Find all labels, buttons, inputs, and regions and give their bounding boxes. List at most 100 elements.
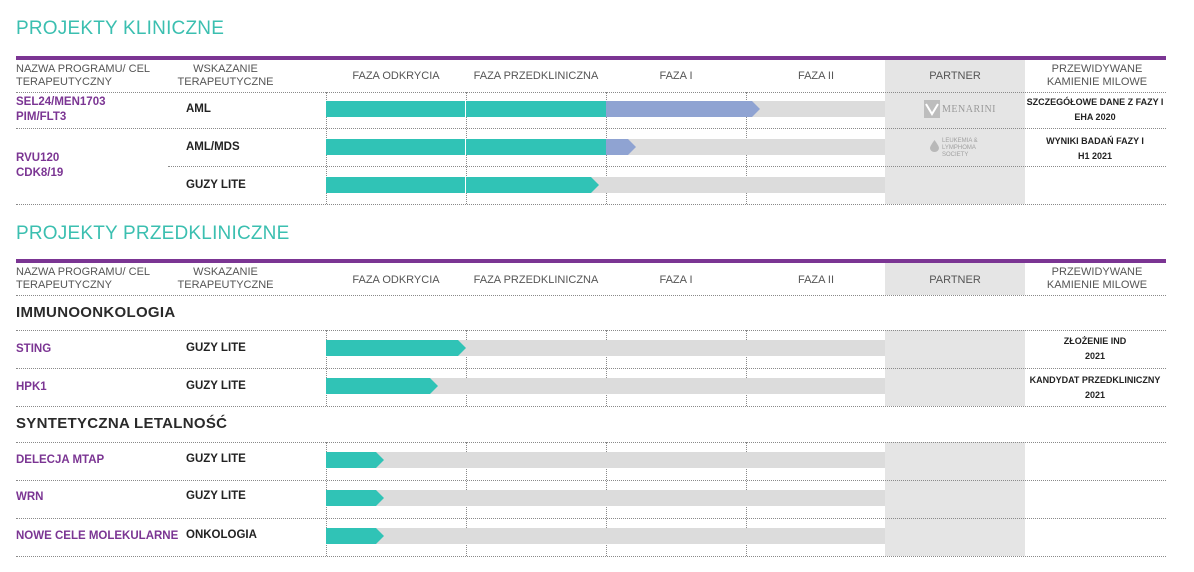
header-program: NAZWA PROGRAMU/ CEL TERAPEUTYCZNY	[16, 63, 150, 88]
program-name: RVU120 CDK8/19	[16, 151, 63, 181]
row-divider	[16, 128, 1166, 129]
row-divider	[168, 166, 1166, 167]
progress-bar-blue	[606, 139, 628, 155]
progress-bar-teal	[326, 101, 606, 117]
group-title: IMMUNOONKOLOGIA	[16, 304, 176, 321]
clinical-purple-rule	[16, 56, 1166, 60]
milestone-line: ZŁOŻENIE IND	[1063, 336, 1127, 346]
milestone-line: EHA 2020	[1074, 112, 1116, 122]
progress-arrow	[376, 452, 384, 468]
header-program: NAZWA PROGRAMU/ CEL TERAPEUTYCZNY	[16, 266, 150, 291]
program-name: WRN	[16, 491, 44, 503]
group-title: SYNTETYCZNA LETALNOŚĆ	[16, 415, 228, 432]
milestone-line: 2021	[1084, 390, 1106, 400]
indication-label: ONKOLOGIA	[186, 529, 257, 541]
row-divider	[16, 295, 1166, 296]
header-milestones: PRZEWIDYWANE KAMIENIE MILOWE	[1046, 266, 1148, 291]
progress-arrow	[628, 139, 636, 155]
row-divider	[16, 368, 1166, 369]
milestone-line: KANDYDAT PRZEDKLINICZNY	[1029, 375, 1161, 385]
phase-divider	[326, 330, 327, 406]
phase-divider	[466, 330, 467, 406]
preclinical-section-title: PROJEKTY PRZEDKLINICZNE	[16, 223, 290, 244]
lls-line: LEUKEMIA &	[942, 138, 978, 144]
header-indication: WSKAZANIE TERAPEUTYCZNE	[177, 63, 274, 88]
program-name-line: RVU120	[16, 152, 60, 164]
progress-arrow	[752, 101, 760, 117]
row-divider	[16, 480, 1166, 481]
row-divider	[16, 330, 1166, 331]
row-divider	[16, 92, 1166, 93]
progress-arrow	[430, 378, 438, 394]
row-divider	[16, 442, 1166, 443]
indication-label: AML	[186, 103, 211, 115]
progress-track	[326, 528, 885, 544]
indication-label: AML/MDS	[186, 141, 240, 153]
row-divider	[16, 406, 1166, 407]
milestone-text: SZCZEGÓŁOWE DANE Z FAZY I EHA 2020	[1020, 95, 1170, 125]
header-discovery: FAZA ODKRYCIA	[352, 70, 440, 82]
progress-arrow	[591, 177, 599, 193]
preclinical-purple-rule	[16, 259, 1166, 263]
program-target-line: CDK8/19	[16, 167, 64, 179]
indication-label: GUZY LITE	[186, 179, 246, 191]
header-phase1: FAZA I	[659, 70, 693, 82]
phase-separator	[465, 139, 466, 155]
milestone-line: WYNIKI BADAŃ FAZY I	[1046, 136, 1144, 146]
header-preclinical: FAZA PRZEDKLINICZNA	[473, 70, 599, 82]
program-name: HPK1	[16, 381, 47, 393]
milestone-line: SZCZEGÓŁOWE DANE Z FAZY I	[1026, 97, 1164, 107]
header-phase2: FAZA II	[797, 274, 835, 286]
program-name: SEL24/MEN1703 PIM/FLT3	[16, 95, 106, 125]
phase-divider	[606, 330, 607, 406]
progress-track	[326, 378, 885, 394]
preclinical-partner-header-bg	[885, 263, 1025, 295]
progress-arrow	[458, 340, 466, 356]
program-name-line: SEL24/MEN1703	[16, 96, 106, 108]
header-partner: PARTNER	[929, 274, 981, 286]
lls-wordmark: LEUKEMIA & LYMPHOMA SOCIETY	[942, 138, 978, 159]
program-name: DELECJA MTAP	[16, 454, 105, 466]
progress-bar-teal	[326, 528, 376, 544]
header-phase2: FAZA II	[797, 70, 835, 82]
progress-track	[326, 452, 885, 468]
header-partner: PARTNER	[929, 70, 981, 82]
program-name: STING	[16, 343, 52, 355]
preclinical-partner-column	[885, 442, 1025, 556]
clinical-partner-column	[885, 60, 1025, 204]
indication-label: GUZY LITE	[186, 453, 246, 465]
progress-bar-teal	[326, 340, 458, 356]
header-milestones: PRZEWIDYWANE KAMIENIE MILOWE	[1046, 63, 1148, 88]
header-phase1: FAZA I	[659, 274, 693, 286]
milestone-text: ZŁOŻENIE IND 2021	[1020, 334, 1170, 364]
progress-track	[326, 490, 885, 506]
header-indication: WSKAZANIE TERAPEUTYCZNE	[177, 266, 274, 291]
progress-arrow	[376, 528, 384, 544]
clinical-section-title: PROJEKTY KLINICZNE	[16, 18, 225, 39]
progress-bar-blue	[606, 101, 752, 117]
program-target-line: PIM/FLT3	[16, 111, 67, 123]
progress-bar-teal	[326, 490, 376, 506]
header-preclinical: FAZA PRZEDKLINICZNA	[473, 274, 599, 286]
indication-label: GUZY LITE	[186, 342, 246, 354]
phase-separator	[465, 177, 466, 193]
lls-line: SOCIETY	[942, 152, 969, 158]
milestone-line: 2021	[1084, 351, 1106, 361]
row-divider	[16, 556, 1166, 557]
phase-separator	[465, 101, 466, 117]
menarini-wordmark: MENARINI	[942, 104, 996, 115]
milestone-text: KANDYDAT PRZEDKLINICZNY 2021	[1020, 373, 1170, 403]
indication-label: GUZY LITE	[186, 490, 246, 502]
lls-logo	[930, 139, 939, 157]
phase-divider	[746, 330, 747, 406]
progress-bar-teal	[326, 378, 430, 394]
indication-label: GUZY LITE	[186, 380, 246, 392]
header-discovery: FAZA ODKRYCIA	[352, 274, 440, 286]
progress-bar-teal	[326, 177, 591, 193]
lls-line: LYMPHOMA	[942, 145, 976, 151]
row-divider	[16, 518, 1166, 519]
row-divider	[16, 204, 1166, 205]
milestone-text: WYNIKI BADAŃ FAZY I H1 2021	[1020, 134, 1170, 164]
progress-bar-teal	[326, 452, 376, 468]
menarini-mark-icon	[924, 100, 940, 118]
